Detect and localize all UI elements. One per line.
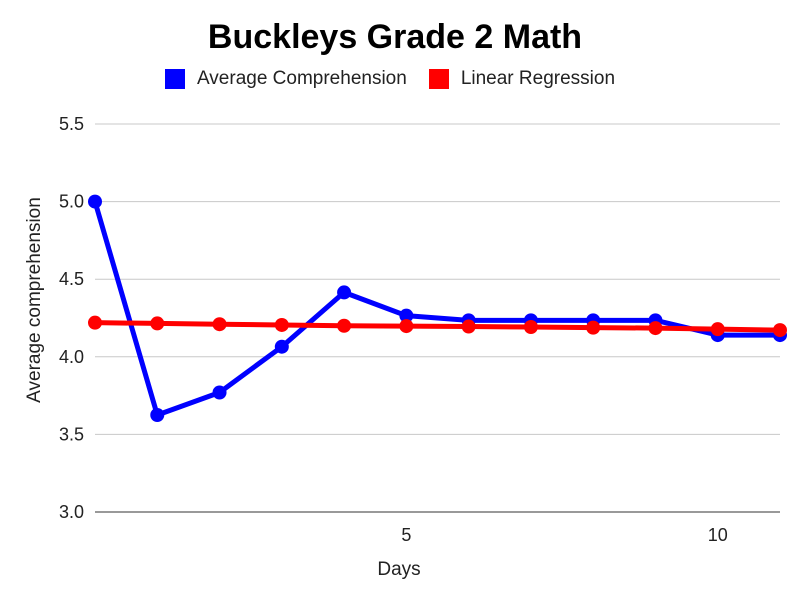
legend-swatch-red <box>428 69 449 89</box>
data-point[interactable] <box>337 318 352 333</box>
gridlines <box>95 123 780 513</box>
x-axis-title: Days <box>377 559 420 580</box>
data-point[interactable] <box>523 320 538 335</box>
data-point[interactable] <box>773 323 787 338</box>
data-point[interactable] <box>648 321 663 336</box>
data-point[interactable] <box>212 317 227 332</box>
data-point[interactable] <box>212 385 227 400</box>
series-group <box>88 194 787 422</box>
data-point[interactable] <box>461 319 476 334</box>
legend-label-average-comprehension: Average Comprehension <box>196 68 407 89</box>
x-tick-label: 5 <box>401 525 411 545</box>
x-tick-label: 10 <box>708 525 728 545</box>
y-axis-title: Average comprehension <box>24 197 45 403</box>
data-point[interactable] <box>274 317 289 332</box>
series-line-0 <box>92 199 783 418</box>
y-tick-labels: 3.0 3.5 4.0 4.5 5.0 5.5 <box>59 114 84 522</box>
y-tick-label: 4.5 <box>59 269 84 289</box>
legend: Average Comprehension Linear Regression <box>0 68 780 90</box>
y-tick-label: 3.5 <box>59 424 84 444</box>
y-tick-label: 5.5 <box>59 114 84 134</box>
x-tick-labels: 5 10 <box>401 525 727 545</box>
legend-item-average-comprehension[interactable]: Average Comprehension <box>164 68 407 90</box>
data-point[interactable] <box>399 319 414 334</box>
data-point[interactable] <box>586 320 601 335</box>
y-tick-label: 5.0 <box>59 192 84 212</box>
y-tick-label: 4.0 <box>59 347 84 367</box>
data-point[interactable] <box>274 339 289 354</box>
legend-item-linear-regression[interactable]: Linear Regression <box>428 68 616 90</box>
series-line-1 <box>92 320 783 333</box>
chart-title: Buckleys Grade 2 Math <box>207 18 583 56</box>
data-point[interactable] <box>88 194 102 209</box>
data-point[interactable] <box>337 285 352 300</box>
legend-label-linear-regression: Linear Regression <box>460 68 616 89</box>
data-point[interactable] <box>88 315 102 330</box>
legend-swatch-blue <box>164 69 185 89</box>
data-point[interactable] <box>150 408 165 422</box>
data-point[interactable] <box>710 322 725 337</box>
data-point[interactable] <box>150 316 165 331</box>
y-tick-label: 3.0 <box>59 502 84 522</box>
data-point[interactable] <box>399 308 414 323</box>
